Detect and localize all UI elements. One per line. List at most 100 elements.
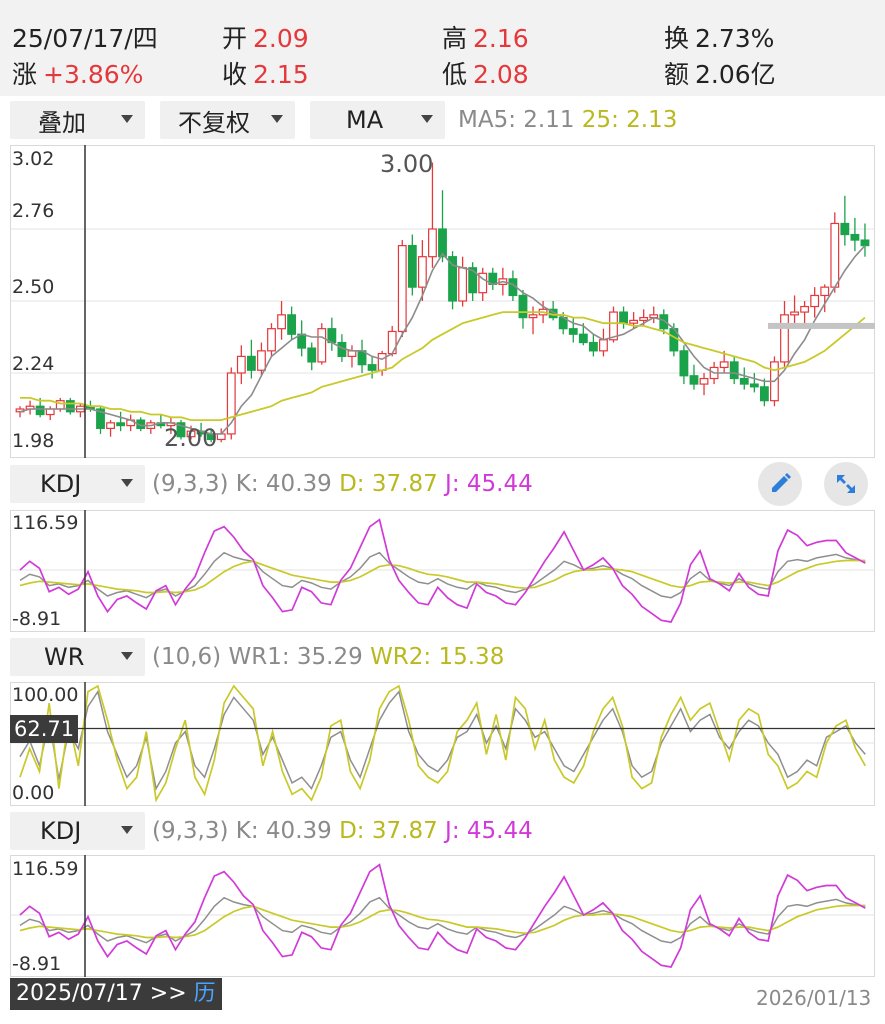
low-annotation: 2.00 — [164, 424, 218, 452]
candle-body — [417, 256, 427, 288]
pencil-icon — [772, 473, 791, 492]
ma5-value: MA5: 2.11 — [458, 107, 575, 133]
expand-arrows-icon — [837, 475, 855, 493]
quote-high: 高 2.16 — [442, 24, 529, 53]
y-tick-3: 2.50 — [12, 276, 55, 298]
candle-body — [609, 311, 618, 341]
overlay-dropdown[interactable]: 叠加 — [10, 101, 145, 139]
candle-body — [478, 272, 488, 294]
candle-body — [780, 314, 789, 363]
candle-body — [800, 305, 810, 313]
candle-body — [810, 294, 820, 308]
y-tick-4: 2.24 — [12, 353, 55, 375]
candle-body — [277, 314, 286, 330]
candle-body — [397, 245, 407, 333]
wr-y-min: 0.00 — [12, 782, 55, 804]
candle-body — [850, 233, 860, 241]
candle-body — [35, 405, 45, 416]
cursor-date-bar[interactable]: 2025/07/17 >> 历 — [10, 978, 222, 1010]
candle-body — [568, 328, 578, 335]
kdj-chart-2[interactable] — [10, 855, 875, 977]
ma-values: MA5: 2.11 25: 2.13 — [458, 105, 677, 135]
candle-body — [699, 377, 709, 385]
wr-chart[interactable] — [10, 682, 875, 806]
kdj1-y-max: 116.59 — [12, 512, 79, 534]
kdj-dropdown-2-label: KDJ — [40, 817, 82, 845]
kdj-dropdown-2[interactable]: KDJ — [10, 812, 145, 850]
candle-body — [236, 355, 246, 374]
candle-body — [719, 361, 729, 369]
candle-body — [377, 353, 387, 371]
quote-date: 25/07/17/四 — [12, 24, 158, 53]
end-date: 2026/01/13 — [756, 986, 872, 1010]
candle-body — [438, 228, 447, 258]
y-tick-2: 2.76 — [12, 200, 55, 222]
adjust-dropdown[interactable]: 不复权 — [160, 101, 295, 139]
kdj-dropdown-1-label: KDJ — [40, 470, 82, 498]
candle-body — [659, 314, 669, 330]
high-annotation: 3.00 — [380, 150, 434, 178]
chevron-down-icon — [121, 652, 133, 660]
quote-low: 低 2.08 — [442, 60, 529, 89]
j-line — [19, 518, 866, 623]
k-line — [19, 551, 866, 599]
candle-body — [307, 347, 317, 363]
quote-close: 收 2.15 — [222, 60, 309, 89]
candle-body — [176, 422, 186, 438]
quote-turnover: 换 2.73% — [664, 24, 775, 53]
quote-amount: 额 2.06亿 — [664, 60, 776, 89]
candle-body — [45, 408, 55, 416]
candle-body — [65, 400, 75, 413]
j-line — [19, 863, 866, 968]
candle-body — [367, 364, 377, 371]
y-tick-min: 1.98 — [12, 430, 55, 452]
history-link[interactable]: 历 — [193, 981, 216, 1006]
overlay-dropdown-label: 叠加 — [38, 108, 86, 137]
candle-body — [106, 422, 115, 429]
candle-body — [448, 256, 457, 302]
candle-body — [407, 245, 417, 288]
wr-dropdown-label: WR — [44, 643, 85, 671]
candle-body — [599, 339, 608, 352]
edit-button[interactable] — [758, 462, 802, 506]
ma-dropdown[interactable]: MA — [310, 101, 445, 139]
kdj2-y-min: -8.91 — [12, 953, 62, 975]
y-tick-max: 3.02 — [12, 148, 55, 170]
expand-button[interactable] — [824, 462, 868, 506]
price-marker-bar — [768, 322, 875, 329]
chevron-down-icon — [121, 115, 133, 123]
kdj-values-2: (9,3,3) K: 40.39 D: 37.87 J: 45.44 — [152, 818, 533, 844]
candle-body — [96, 408, 105, 429]
candle-body — [759, 386, 769, 402]
quote-header — [0, 0, 885, 96]
candle-body — [629, 319, 639, 324]
quote-change: 涨 +3.86% — [12, 60, 144, 89]
kdj-chart-1[interactable] — [10, 510, 875, 632]
wr-values: (10,6) WR1: 35.29 WR2: 15.38 — [152, 644, 505, 670]
chevron-down-icon — [421, 115, 433, 123]
candle-body — [790, 311, 799, 316]
candle-body — [468, 267, 478, 294]
candle-body — [428, 228, 437, 258]
candle-body — [387, 330, 397, 355]
ma-dropdown-label: MA — [346, 106, 384, 134]
candle-body — [528, 314, 538, 319]
k-line — [19, 896, 866, 944]
kdj-dropdown-1[interactable]: KDJ — [10, 465, 145, 503]
chevron-down-icon — [121, 826, 133, 834]
price-chart[interactable] — [10, 145, 875, 458]
candle-body — [578, 333, 588, 344]
candle-body — [116, 422, 126, 427]
kdj-chart-1-frame — [10, 510, 875, 632]
candle-body — [830, 222, 840, 288]
candle-body — [518, 294, 528, 319]
candle-body — [347, 350, 357, 357]
candle-body — [226, 372, 236, 435]
candle-body — [246, 355, 256, 371]
candle-body — [840, 222, 850, 236]
wr-dropdown[interactable]: WR — [10, 638, 145, 676]
candle-body — [679, 350, 689, 377]
wr2-line — [19, 684, 867, 803]
d-line — [19, 559, 866, 594]
wr1-line — [19, 689, 866, 791]
